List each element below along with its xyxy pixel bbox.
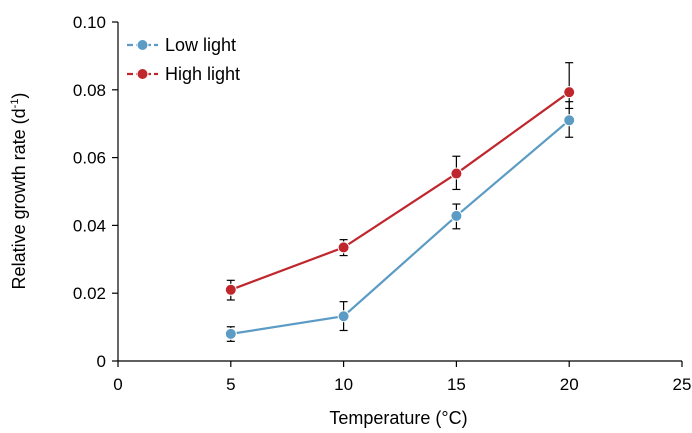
plot-area bbox=[224, 62, 576, 342]
x-tick-label: 15 bbox=[447, 375, 466, 394]
data-point-high-light bbox=[563, 86, 576, 99]
x-tick-label: 10 bbox=[334, 375, 353, 394]
y-axis-title-main: Relative growth rate (d bbox=[9, 108, 29, 289]
x-tick-label: 0 bbox=[113, 375, 122, 394]
legend-marker-low-light bbox=[136, 39, 149, 51]
series-high-light bbox=[224, 62, 576, 301]
legend-item-low-light: Low light bbox=[127, 35, 236, 55]
series-line-low-light bbox=[230, 119, 570, 335]
y-axis-title-tail: ) bbox=[9, 93, 29, 99]
x-axis-title: Temperature (°C) bbox=[329, 408, 467, 428]
y-tick-label: 0.06 bbox=[73, 149, 106, 168]
data-point-high-light bbox=[224, 283, 237, 296]
data-point-low-light bbox=[450, 209, 463, 222]
legend-label-low-light: Low light bbox=[165, 35, 236, 55]
data-point-low-light bbox=[224, 327, 237, 340]
series-line-high-light bbox=[230, 91, 570, 291]
y-tick-label: 0.08 bbox=[73, 81, 106, 100]
x-tick-label: 5 bbox=[226, 375, 235, 394]
data-point-low-light bbox=[337, 310, 350, 323]
y-tick-label: 0.04 bbox=[73, 216, 106, 235]
legend: Low light High light bbox=[127, 35, 240, 84]
data-point-low-light bbox=[563, 114, 576, 127]
y-tick-label: 0 bbox=[97, 352, 106, 371]
axes: 0 5 10 15 20 25 0 0.02 0.04 0.06 0.08 0.10 bbox=[73, 13, 692, 394]
y-tick-label: 0.10 bbox=[73, 13, 106, 32]
x-tick-label: 25 bbox=[673, 375, 692, 394]
y-axis-title-superscript: -1 bbox=[9, 99, 21, 109]
series-low-light bbox=[224, 101, 576, 342]
legend-label-high-light: High light bbox=[165, 64, 240, 84]
y-tick-label: 0.02 bbox=[73, 284, 106, 303]
y-axis-title: Relative growth rate (d-1) bbox=[9, 93, 29, 290]
x-tick-label: 20 bbox=[560, 375, 579, 394]
data-point-high-light bbox=[450, 167, 463, 180]
data-point-high-light bbox=[337, 241, 350, 254]
legend-marker-high-light bbox=[136, 68, 149, 80]
legend-item-high-light: High light bbox=[127, 64, 240, 84]
